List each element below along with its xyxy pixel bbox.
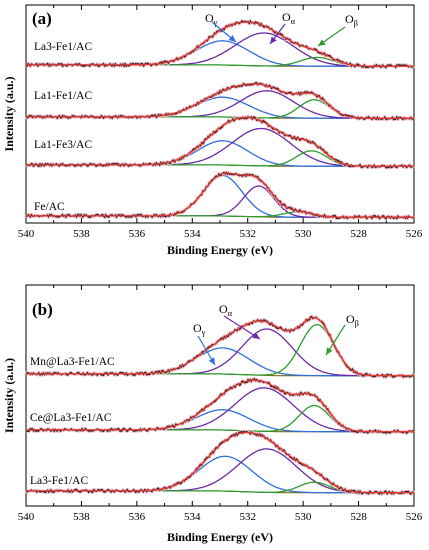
x-axis-title: Binding Energy (eV) (167, 530, 273, 544)
component-peak-alpha (26, 185, 414, 218)
trace-label: Ce@La3-Fe1/AC (30, 412, 112, 424)
x-tick-label: 528 (350, 511, 367, 523)
annotation-label: Oγ (193, 321, 206, 337)
x-tick-label: 530 (295, 511, 312, 523)
component-peak-alpha (26, 328, 414, 377)
panel-a: 540 538 536 534 532 530 528 526 Binding Energy (… (2, 4, 423, 257)
annotation-arrow-head (228, 35, 236, 42)
panel-b: 540 538 536 534 532 530 528 526 Binding Energy (… (2, 284, 423, 544)
trace: La1-Fe1/AC (24, 81, 415, 122)
trace-label: La3-Fe1/AC (34, 41, 92, 53)
annotation-label: Oβ (346, 312, 359, 328)
x-tick-label: 536 (129, 228, 146, 240)
raw-data-line (25, 116, 415, 169)
y-axis-title: Intensity (a.u.) (2, 76, 16, 151)
fit-envelope (26, 379, 414, 433)
raw-data-line (25, 378, 415, 434)
y-axis-title: Intensity (a.u.) (2, 358, 16, 433)
x-axis-title: Binding Energy (eV) (167, 243, 273, 257)
annotation-label: Oα (282, 10, 296, 26)
fit-envelope (26, 431, 414, 494)
fit-envelope (26, 316, 414, 377)
fit-envelope (26, 172, 414, 218)
component-peak-gamma (26, 174, 414, 218)
annotation-label: Oβ (345, 12, 358, 28)
fit-envelope (26, 21, 414, 67)
component-peak-beta (26, 323, 414, 377)
x-tick-label: 536 (129, 511, 146, 523)
annotation-arrow-head (252, 332, 260, 339)
trace: Ce@La3-Fe1/AC (25, 377, 415, 435)
x-tick-label: 534 (184, 511, 201, 523)
x-tick-label: 532 (239, 511, 256, 523)
x-tick-label: 526 (406, 228, 423, 240)
panel-letter: (a) (32, 9, 52, 28)
raw-data-halo (25, 170, 415, 221)
annotation-beta: Oβ (317, 12, 358, 47)
trace: La1-Fe3/AC (24, 115, 416, 170)
x-tick-label: 540 (18, 228, 35, 240)
annotation-arrow-head (318, 39, 326, 46)
x-tick-label: 526 (406, 511, 423, 523)
trace-label: La1-Fe1/AC (34, 90, 92, 102)
x-tick-label: 538 (73, 511, 90, 523)
x-tick-label: 534 (184, 228, 201, 240)
raw-data-halo (25, 377, 415, 435)
x-tick-label: 540 (18, 511, 35, 523)
trace: Fe/AC (25, 170, 415, 221)
trace: Mn@La3-Fe1/AC (24, 314, 416, 379)
x-tick-label: 528 (350, 228, 367, 240)
trace-label: La1-Fe3/AC (34, 139, 92, 151)
trace-label: Fe/AC (34, 201, 65, 213)
trace: La3-Fe1/AC (25, 19, 416, 70)
trace-label: Mn@La3-Fe1/AC (30, 356, 115, 368)
x-tick-label: 532 (239, 228, 256, 240)
fit-envelope (26, 116, 414, 167)
plot-frame (25, 4, 415, 224)
raw-data-line (25, 82, 415, 121)
x-tick-label: 530 (295, 228, 312, 240)
annotation-arrow-head (326, 347, 333, 355)
raw-data-line (25, 171, 415, 220)
trace-label: La3-Fe1/AC (30, 475, 88, 487)
annotation-label: Oα (219, 302, 233, 318)
trace: La3-Fe1/AC (24, 429, 416, 496)
annotation-arrow-head (270, 36, 277, 44)
x-tick-label: 538 (73, 228, 90, 240)
panel-letter: (b) (32, 300, 53, 319)
annotation-arrow-shaft (223, 315, 261, 340)
annotation-arrow-head (208, 357, 215, 365)
fit-envelope (26, 83, 414, 119)
